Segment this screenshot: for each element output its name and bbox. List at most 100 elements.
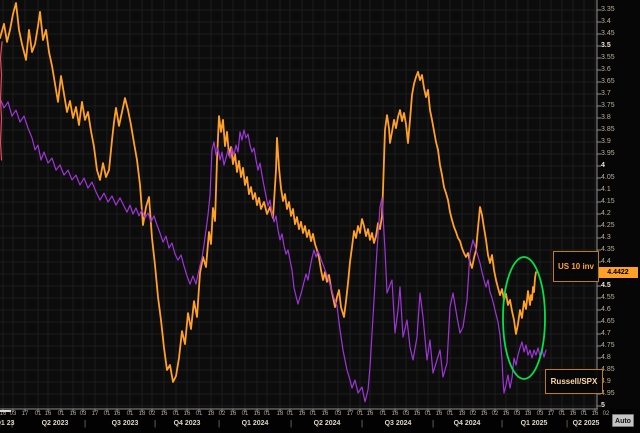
x-tick-label: 03 xyxy=(79,411,87,417)
last-value-tag: 4.4422 xyxy=(598,267,638,278)
quarter-label: Q3 2023 xyxy=(111,420,139,427)
x-tick-label: 16 xyxy=(160,411,168,417)
quarter-separator: | xyxy=(289,419,293,428)
y-tick-label: 3.7 xyxy=(601,90,611,97)
x-tick-label: 01 xyxy=(195,411,203,417)
y-tick-label: 4.5 xyxy=(601,282,611,289)
series-line-us-10-inv xyxy=(0,2,537,383)
x-tick-label: 16 xyxy=(435,411,443,417)
x-tick-label: 03 xyxy=(536,411,544,417)
x-tick-label: 01 xyxy=(263,411,271,417)
y-tick-label: 4.85 xyxy=(601,366,615,373)
y-tick-label: 4.9 xyxy=(601,378,611,385)
quarter-label: Q4 2024 xyxy=(453,420,481,427)
y-tick-label: 3.5 xyxy=(601,42,611,49)
x-tick-label: 02 xyxy=(218,411,226,417)
x-tick-label: 16 xyxy=(183,411,191,417)
quarter-separator: | xyxy=(10,419,14,428)
x-tick-label: 02 xyxy=(602,411,610,417)
quarter-label: Q1 2025 xyxy=(520,420,548,427)
y-tick-label: 4 xyxy=(601,162,605,169)
y-tick-label: 3.4 xyxy=(601,18,611,25)
y-tick-label: 4.2 xyxy=(601,210,611,217)
x-tick-label: 01 xyxy=(57,411,65,417)
x-tick-label: 18 xyxy=(207,411,215,417)
x-tick-label: 03 xyxy=(334,411,342,417)
x-tick-label: 17 xyxy=(547,411,555,417)
y-tick-label: 3.65 xyxy=(601,78,615,85)
quarter-separator: | xyxy=(565,419,569,428)
y-axis-column[interactable] xyxy=(597,0,640,433)
quarter-label: Q4 2023 xyxy=(173,420,201,427)
y-tick-label: 4.6 xyxy=(601,306,611,313)
x-tick-label: 16 xyxy=(413,411,421,417)
x-axis-band[interactable] xyxy=(0,409,640,433)
x-tick-label: 02 xyxy=(148,411,156,417)
x-tick-label: 16 xyxy=(69,411,77,417)
x-tick-label: 16 xyxy=(0,411,7,417)
x-tick-label: 18 xyxy=(458,411,466,417)
quarter-separator: | xyxy=(500,419,504,428)
x-tick-label: 18 xyxy=(138,411,146,417)
x-tick-label: 01 xyxy=(424,411,432,417)
y-tick-label: 4.3 xyxy=(601,234,611,241)
x-tick-label: 16 xyxy=(229,411,237,417)
x-tick-label: 01 xyxy=(558,411,566,417)
y-tick-label: 3.35 xyxy=(601,6,615,13)
y-tick-label: 4.65 xyxy=(601,318,615,325)
y-tick-label: 3.55 xyxy=(601,54,615,61)
x-tick-label: 02 xyxy=(491,411,499,417)
x-tick-label: 16 xyxy=(321,411,329,417)
quarter-separator: | xyxy=(431,419,435,428)
y-tick-label: 4.4 xyxy=(601,258,611,265)
y-tick-label: 4.75 xyxy=(601,342,615,349)
y-tick-label: 4.05 xyxy=(601,174,615,181)
x-tick-label: 16 xyxy=(569,411,577,417)
x-tick-label: 18 xyxy=(276,411,284,417)
x-tick-label: 03 xyxy=(402,411,410,417)
us10-annotation-label[interactable]: US 10 inv xyxy=(553,251,599,282)
y-tick-label: 3.9 xyxy=(601,138,611,145)
x-tick-label: 17 xyxy=(21,411,29,417)
quarter-label: Q2 2024 xyxy=(313,420,341,427)
russell-spx-annotation-label[interactable]: Russell/SPX xyxy=(545,369,603,394)
y-tick-label: 3.3 xyxy=(601,0,611,2)
x-tick-label: 17 xyxy=(91,411,99,417)
x-tick-label: 16 xyxy=(113,411,121,417)
y-tick-label: 4.35 xyxy=(601,246,615,253)
y-tick-label: 4.7 xyxy=(601,330,611,337)
x-tick-label: 16 xyxy=(502,411,510,417)
x-tick-label: 16 xyxy=(591,411,599,417)
quarter-label: Q1 2024 xyxy=(241,420,269,427)
x-tick-label: 18 xyxy=(524,411,532,417)
series-line-left-edge-fragment xyxy=(0,41,3,161)
x-tick-label: 16 xyxy=(391,411,399,417)
x-tick-label: 17 xyxy=(346,411,354,417)
x-tick-label: 01 xyxy=(172,411,180,417)
y-tick-label: 3.75 xyxy=(601,102,615,109)
auto-scale-button[interactable]: Auto xyxy=(612,414,634,427)
x-tick-label: 16 xyxy=(298,411,306,417)
x-tick-label: 01 xyxy=(446,411,454,417)
x-tick-label: 01 xyxy=(309,411,317,417)
y-tick-label: 4.8 xyxy=(601,354,611,361)
y-tick-label: 3.8 xyxy=(601,114,611,121)
y-tick-label: 4.1 xyxy=(601,186,611,193)
y-tick-label: 3.45 xyxy=(601,30,615,37)
axis-edge-marker xyxy=(0,410,11,412)
y-tick-label: 4.15 xyxy=(601,198,615,205)
quarter-label: Q2 2023 xyxy=(41,420,69,427)
x-tick-label: 01 xyxy=(286,411,294,417)
x-tick-label: 01 xyxy=(126,411,134,417)
y-tick-label: 3.6 xyxy=(601,66,611,73)
x-tick-label: 16 xyxy=(480,411,488,417)
y-tick-label: 3.85 xyxy=(601,126,615,133)
x-tick-label: 03 xyxy=(9,411,17,417)
x-tick-label: 01 xyxy=(103,411,111,417)
y-tick-label: 4.55 xyxy=(601,294,615,301)
x-tick-label: 03 xyxy=(513,411,521,417)
quarter-separator: | xyxy=(153,419,157,428)
x-tick-label: 01 xyxy=(241,411,249,417)
